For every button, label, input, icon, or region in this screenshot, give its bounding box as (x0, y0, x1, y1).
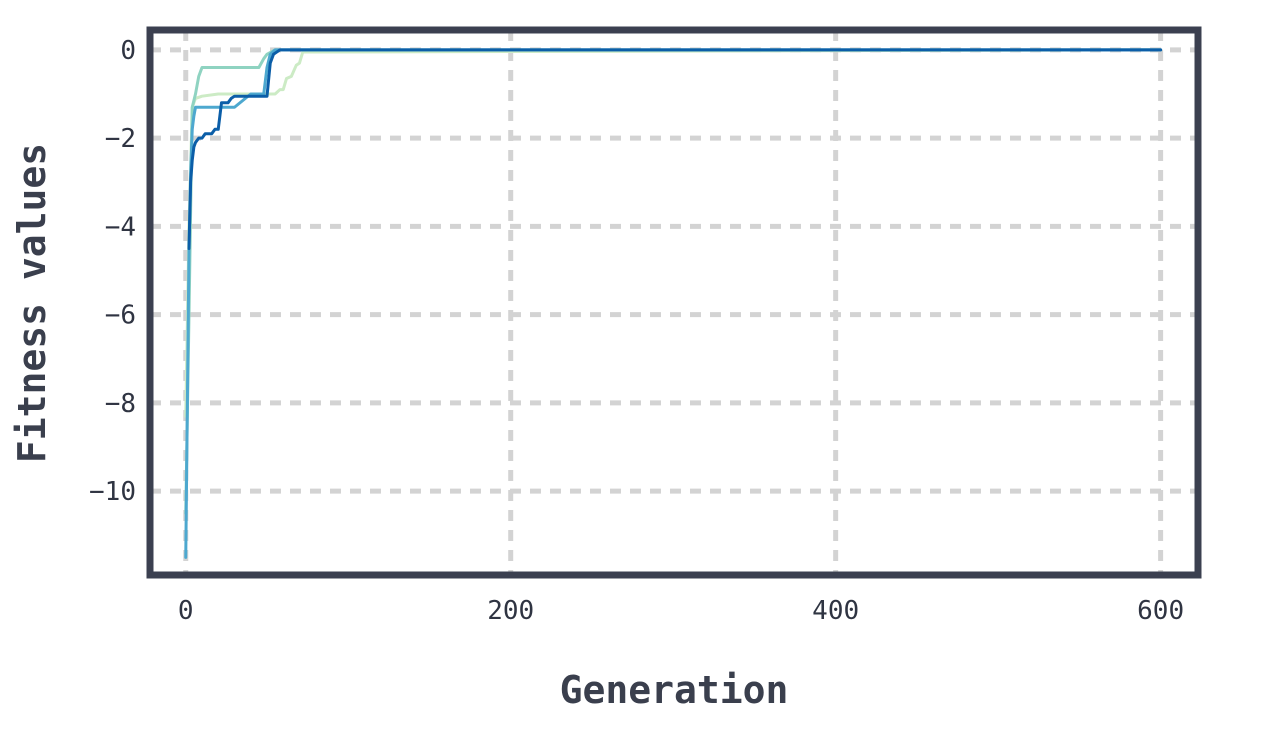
y-tick-labels: 0 −2 −4 −6 −8 −10 (89, 36, 136, 507)
grid-lines (150, 30, 1198, 575)
x-tick-label: 0 (178, 596, 194, 626)
y-axis-label: Fitness values (10, 143, 54, 463)
x-tick-label: 400 (812, 596, 859, 626)
series-line-3 (184, 48, 1163, 559)
y-tick-label: −8 (105, 389, 136, 419)
plot-frame (146, 26, 1202, 579)
y-tick-label: 0 (120, 36, 136, 66)
x-tick-label: 200 (487, 596, 534, 626)
series-line-1 (184, 48, 1163, 418)
series-lines (184, 48, 1163, 559)
y-tick-label: −6 (105, 301, 136, 331)
x-axis-label: Generation (560, 668, 789, 712)
series-line-4 (187, 48, 1163, 250)
series-line-2 (184, 48, 1163, 515)
y-tick-label: −10 (89, 477, 136, 507)
y-tick-label: −4 (105, 212, 136, 242)
x-tick-label: 600 (1137, 596, 1184, 626)
y-tick-label: −2 (105, 124, 136, 154)
x-tick-labels: 0 200 400 600 (178, 596, 1184, 626)
